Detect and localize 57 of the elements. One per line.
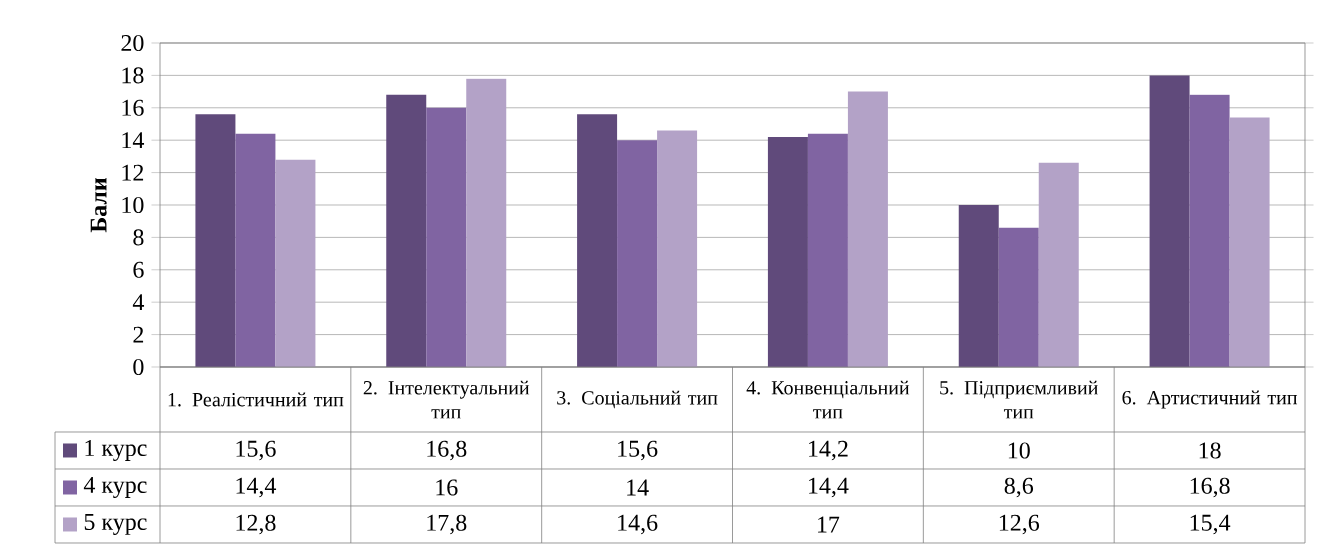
- y-axis-title: Бали: [90, 177, 107, 233]
- legend-label: 4 курс: [83, 476, 147, 498]
- bar: [847, 91, 888, 367]
- data-label: 14: [627, 479, 649, 496]
- x-tick-label: 1. Реалістичний тип: [168, 392, 344, 407]
- y-tick-label: 4: [132, 294, 145, 311]
- data-label: 15,6: [618, 440, 658, 461]
- bar: [195, 114, 236, 367]
- x-tick-label: 6. Артистичний тип: [1122, 390, 1298, 409]
- bar: [1229, 117, 1270, 367]
- x-tick-label: 5. Підприємливий тип: [940, 380, 1098, 419]
- bar: [1189, 94, 1230, 367]
- y-tick-label: 12: [122, 164, 144, 181]
- data-label: 15,6: [236, 440, 276, 461]
- x-tick-label: 2. Інтелектуальний тип: [363, 380, 530, 419]
- data-label: 10: [1008, 442, 1030, 459]
- y-tick-label: 8: [133, 229, 144, 246]
- y-tick-label: 6: [133, 261, 144, 278]
- bar: [958, 204, 999, 367]
- bar: [1149, 75, 1190, 367]
- data-label: 14,4: [809, 477, 849, 498]
- bar: [1038, 162, 1079, 367]
- x-tick-label: 4. Конвенціальний тип: [746, 380, 910, 419]
- bar: [807, 133, 848, 367]
- data-label: 12,6: [999, 514, 1040, 535]
- data-label: 14,6: [618, 514, 658, 535]
- y-tick-label: 16: [122, 99, 144, 116]
- bar: [998, 227, 1039, 367]
- y-tick-label: 18: [122, 67, 144, 84]
- data-label: 8,6: [1004, 477, 1034, 498]
- y-tick-label: 14: [122, 132, 145, 149]
- legend-label: 1 курс: [85, 439, 147, 461]
- bar: [466, 78, 507, 367]
- data-label: 14,2: [809, 440, 848, 461]
- bar: [657, 130, 698, 367]
- bar: [386, 94, 427, 367]
- data-label: 15,4: [1190, 514, 1231, 535]
- bar: [235, 133, 276, 367]
- y-tick-label: 0: [133, 358, 144, 376]
- data-label: 17: [818, 516, 840, 533]
- bar: [617, 140, 658, 367]
- data-label: 14,4: [236, 477, 277, 498]
- data-label: 16,8: [1190, 477, 1230, 498]
- data-label: 16: [436, 479, 458, 496]
- data-label: 18: [1199, 442, 1221, 459]
- bar: [767, 136, 808, 367]
- data-label: 12,8: [236, 514, 276, 535]
- y-tick-label: 20: [121, 34, 144, 52]
- legend-label: 5 курс: [84, 514, 147, 535]
- data-label: 17,8: [427, 514, 467, 535]
- bar: [426, 107, 467, 367]
- x-tick-label: 3. Соціальний тип: [557, 390, 718, 409]
- bar: [275, 159, 316, 367]
- y-tick-label: 2: [133, 326, 144, 343]
- bar: [577, 114, 618, 367]
- y-tick-label: 10: [122, 196, 144, 214]
- data-label: 16,8: [427, 440, 467, 461]
